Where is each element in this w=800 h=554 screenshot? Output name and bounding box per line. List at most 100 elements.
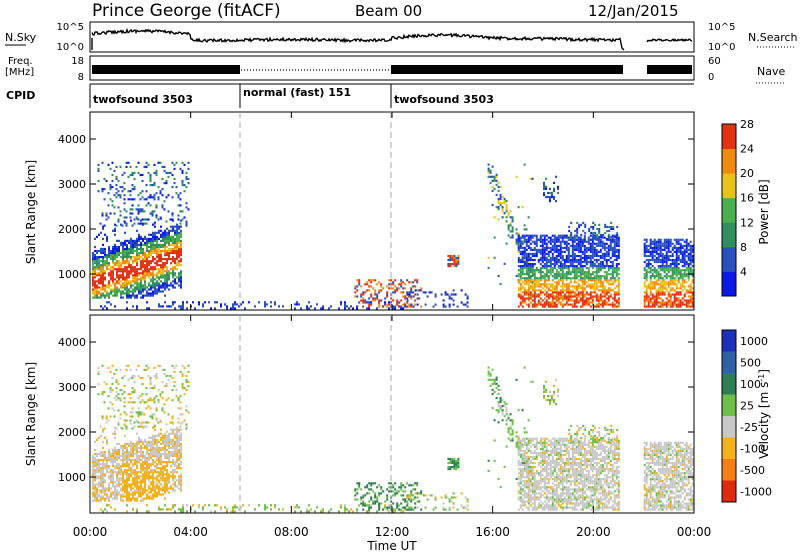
scatter-cell bbox=[647, 295, 650, 298]
scatter-cell bbox=[142, 251, 144, 255]
scatter-cell bbox=[655, 295, 658, 298]
scatter-cell bbox=[153, 184, 156, 187]
scatter-cell bbox=[100, 471, 102, 474]
scatter-cell bbox=[410, 291, 413, 294]
scatter-cell bbox=[116, 475, 118, 478]
scatter-cell bbox=[122, 450, 124, 454]
scatter-cell bbox=[113, 212, 116, 215]
scatter-cell bbox=[400, 279, 403, 282]
scatter-cell bbox=[689, 246, 692, 249]
scatter-cell bbox=[158, 286, 160, 289]
scatter-cell bbox=[153, 222, 156, 225]
scatter-cell bbox=[529, 279, 532, 282]
scatter-cell bbox=[679, 273, 682, 276]
scatter-cell bbox=[122, 249, 124, 253]
scatter-cell bbox=[600, 233, 603, 237]
scatter-cell bbox=[97, 370, 100, 373]
scatter-cell bbox=[613, 254, 616, 258]
scatter-cell bbox=[593, 275, 596, 278]
scatter-cell bbox=[92, 467, 94, 470]
scatter-cell bbox=[617, 252, 620, 255]
scatter-cell bbox=[162, 477, 164, 480]
scatter-cell bbox=[182, 303, 184, 306]
scatter-cell bbox=[168, 243, 170, 246]
scatter-cell bbox=[266, 303, 268, 306]
scatter-cell bbox=[675, 279, 678, 282]
scatter-cell bbox=[573, 254, 576, 258]
scatter-cell bbox=[539, 293, 542, 296]
scatter-cell bbox=[577, 291, 580, 294]
scatter-cell bbox=[178, 254, 180, 257]
scatter-cell bbox=[148, 276, 150, 279]
scatter-cell bbox=[583, 277, 586, 280]
scatter-cell bbox=[160, 251, 162, 255]
scatter-cell bbox=[452, 293, 455, 296]
scatter-cell bbox=[100, 497, 102, 500]
scatter-cell bbox=[124, 276, 126, 279]
y-tick-label: 4000 bbox=[58, 133, 86, 146]
scatter-cell bbox=[523, 283, 526, 286]
scatter-cell bbox=[296, 303, 298, 306]
scatter-cell bbox=[497, 189, 500, 192]
scatter-cell bbox=[158, 245, 160, 249]
scatter-cell bbox=[499, 185, 502, 188]
scatter-cell bbox=[124, 251, 126, 255]
scatter-cell bbox=[533, 281, 536, 284]
scatter-cell bbox=[146, 294, 148, 297]
scatter-cell bbox=[122, 286, 124, 289]
scatter-cell bbox=[208, 301, 210, 304]
scatter-cell bbox=[643, 275, 646, 278]
scatter-cell bbox=[172, 446, 174, 450]
scatter-cell bbox=[553, 297, 556, 300]
scatter-cell bbox=[94, 294, 96, 297]
scatter-cell bbox=[643, 248, 646, 251]
scatter-cell bbox=[156, 274, 158, 277]
scatter-cell bbox=[464, 303, 467, 306]
scatter-cell bbox=[145, 161, 148, 164]
scatter-cell bbox=[673, 283, 676, 286]
scatter-cell bbox=[571, 267, 574, 270]
scatter-cell bbox=[667, 275, 670, 278]
scatter-cell bbox=[172, 272, 174, 275]
scatter-cell bbox=[594, 236, 597, 239]
scatter-cell bbox=[677, 281, 680, 284]
scatter-cell bbox=[180, 432, 182, 435]
scatter-cell bbox=[671, 281, 674, 284]
scatter-cell bbox=[553, 301, 556, 304]
scatter-cell bbox=[573, 267, 576, 270]
scatter-cell bbox=[434, 293, 437, 296]
scatter-cell bbox=[132, 262, 134, 265]
scatter-cell bbox=[657, 242, 660, 245]
scatter-cell bbox=[178, 260, 180, 263]
scatter-cell bbox=[180, 446, 182, 450]
scatter-cell bbox=[125, 427, 128, 430]
scatter-cell bbox=[132, 448, 134, 452]
scatter-cell bbox=[561, 297, 564, 300]
scatter-cell bbox=[172, 249, 174, 253]
scatter-cell bbox=[519, 279, 522, 282]
scatter-cell bbox=[601, 295, 604, 298]
scatter-cell bbox=[555, 299, 558, 302]
scatter-cell bbox=[174, 231, 176, 234]
scatter-cell bbox=[92, 469, 94, 472]
scatter-cell bbox=[543, 183, 545, 186]
scatter-cell bbox=[561, 305, 564, 308]
scatter-cell bbox=[451, 256, 454, 260]
scatter-cell bbox=[653, 285, 656, 288]
scatter-cell bbox=[110, 481, 112, 484]
scatter-cell bbox=[176, 227, 178, 230]
scatter-cell bbox=[677, 263, 680, 266]
scatter-cell bbox=[559, 303, 562, 306]
scatter-cell bbox=[679, 271, 682, 274]
scatter-cell bbox=[136, 440, 138, 443]
scatter-cell bbox=[114, 497, 116, 500]
scatter-cell bbox=[547, 195, 549, 199]
scatter-cell bbox=[533, 301, 536, 304]
scatter-cell bbox=[603, 271, 606, 274]
scatter-cell bbox=[158, 303, 160, 306]
scatter-cell bbox=[655, 303, 658, 306]
scatter-cell bbox=[173, 167, 176, 170]
scatter-cell bbox=[537, 248, 540, 251]
scatter-cell bbox=[119, 413, 122, 416]
scatter-cell bbox=[94, 485, 96, 488]
